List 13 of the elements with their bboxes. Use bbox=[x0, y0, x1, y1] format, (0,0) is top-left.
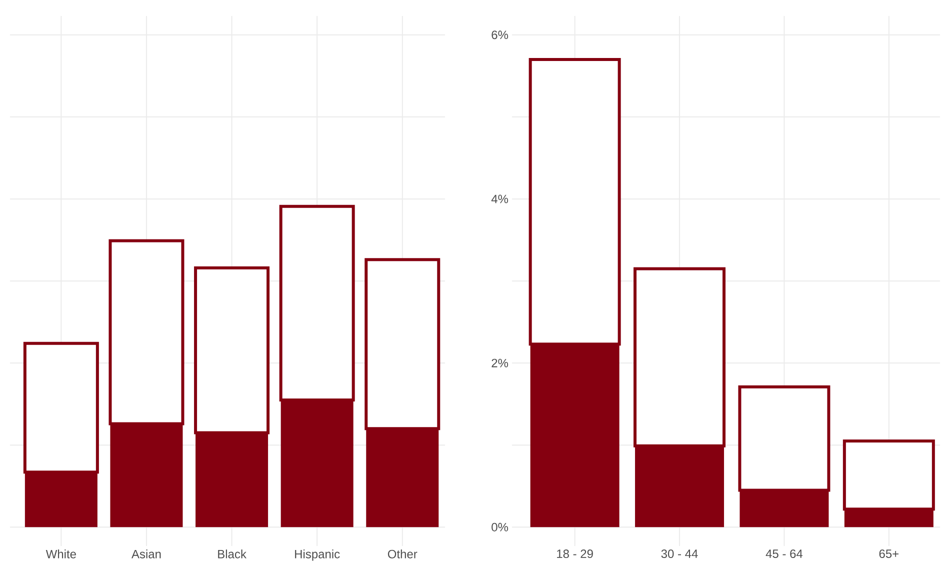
x-tick-label: 65+ bbox=[879, 550, 899, 558]
x-tick-label: Other bbox=[388, 550, 418, 558]
x-tick-label: Asian bbox=[131, 550, 161, 558]
y-tick-label: 2% bbox=[492, 358, 508, 368]
y-tick-label: 6% bbox=[492, 30, 508, 40]
y-tick-label: 0% bbox=[492, 522, 508, 532]
x-tick-label: 18 - 29 bbox=[557, 550, 593, 558]
x-tick-label: 45 - 64 bbox=[766, 550, 803, 558]
x-tick-label: White bbox=[46, 550, 76, 558]
x-tick-label: Black bbox=[218, 550, 246, 558]
y-tick-label: 4% bbox=[491, 194, 508, 204]
x-tick-label: Hispanic bbox=[295, 550, 340, 561]
x-tick-label: 30 - 44 bbox=[661, 550, 698, 558]
